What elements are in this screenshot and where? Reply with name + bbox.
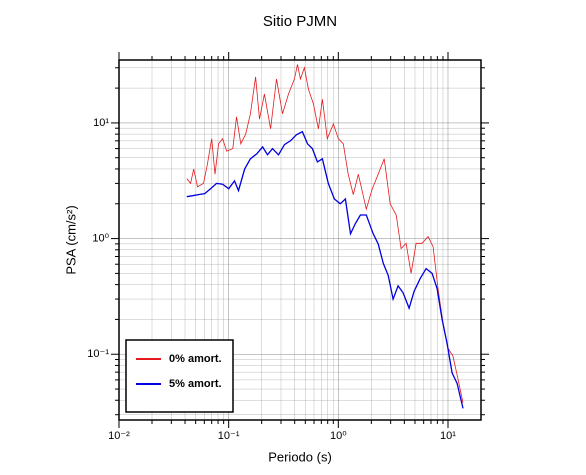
x-tick-label: 10⁻¹ xyxy=(218,430,240,442)
series-line xyxy=(186,64,464,403)
y-axis-label: PSA (cm/s²) xyxy=(63,205,78,274)
legend-label: 0% amort. xyxy=(169,353,222,365)
plot-frame xyxy=(118,59,482,421)
legend-box xyxy=(125,339,234,413)
y-tick-label: 10¹ xyxy=(93,117,109,129)
series-line xyxy=(186,130,464,409)
chart-title: Sitio PJMN xyxy=(263,13,337,30)
legend-label: 5% amort. xyxy=(169,378,222,390)
x-tick-label: 10⁰ xyxy=(330,430,347,442)
x-tick-label: 10⁻² xyxy=(108,430,130,442)
y-tick-label: 10⁰ xyxy=(92,232,109,244)
x-tick-label: 10¹ xyxy=(440,430,456,442)
y-tick-label: 10⁻¹ xyxy=(87,348,109,360)
x-axis-label: Periodo (s) xyxy=(268,449,332,464)
